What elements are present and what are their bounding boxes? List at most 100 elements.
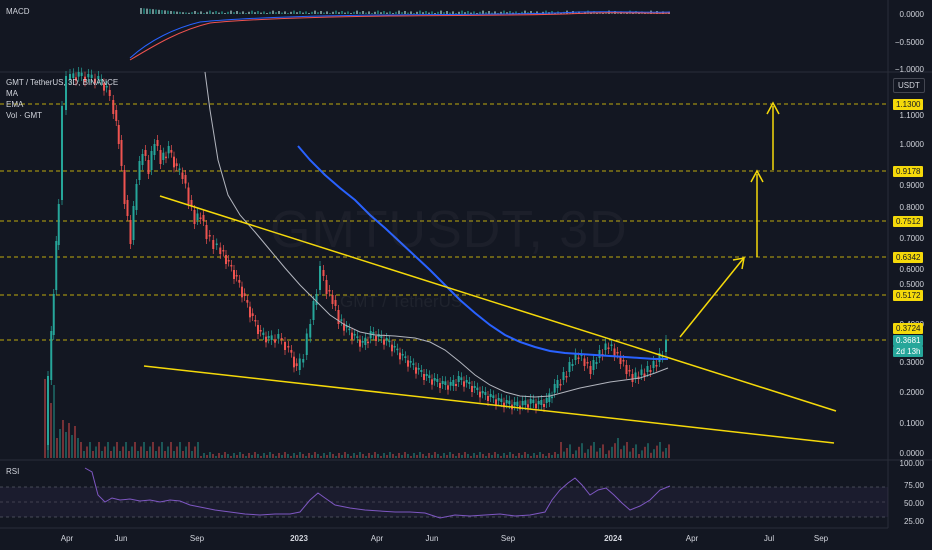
macd-hist-bar bbox=[320, 11, 322, 14]
volume-bar bbox=[281, 455, 283, 458]
volume-bar bbox=[578, 446, 580, 458]
volume-bar bbox=[56, 438, 58, 458]
macd-hist-bar bbox=[491, 12, 493, 14]
volume-bar bbox=[224, 452, 226, 458]
volume-bar bbox=[659, 442, 661, 458]
volume-bar bbox=[539, 452, 541, 458]
volume-bar bbox=[614, 443, 616, 458]
volume-bar bbox=[437, 454, 439, 458]
candle-body bbox=[580, 354, 583, 356]
volume-bar bbox=[206, 455, 208, 458]
volume-bar bbox=[572, 454, 574, 458]
level-tag-0.3724[interactable]: 0.3724 bbox=[893, 323, 924, 334]
level-tag-0.7512[interactable]: 0.7512 bbox=[893, 216, 924, 227]
candle-body bbox=[84, 76, 86, 82]
volume-bar bbox=[128, 451, 130, 458]
volume-bar bbox=[491, 455, 493, 458]
macd-hist-bar bbox=[170, 11, 172, 14]
volume-bar bbox=[422, 454, 424, 458]
candle-body bbox=[527, 404, 529, 408]
macd-hist-bar bbox=[293, 10, 295, 14]
candle-body bbox=[57, 204, 60, 245]
macd-signal-line bbox=[129, 12, 671, 61]
upper-trendline[interactable] bbox=[159, 195, 837, 412]
symbol-title[interactable]: GMT / TetherUS, 3D, BINANCE bbox=[6, 78, 119, 87]
volume-bar bbox=[293, 453, 295, 458]
volume-bar bbox=[158, 446, 160, 458]
candle-body bbox=[505, 400, 508, 404]
lower-trendline[interactable] bbox=[143, 365, 835, 444]
macd-hist-bar bbox=[260, 12, 262, 14]
volume-bar bbox=[404, 452, 406, 458]
level-tag-0.9178[interactable]: 0.9178 bbox=[893, 166, 924, 177]
indicator-ma[interactable]: MA bbox=[6, 89, 18, 98]
volume-bar bbox=[86, 446, 88, 458]
indicator-ema[interactable]: EMA bbox=[6, 100, 24, 109]
volume-bar bbox=[587, 449, 589, 458]
volume-bar bbox=[269, 452, 271, 458]
currency-button[interactable]: USDT bbox=[893, 78, 925, 93]
macd-hist-bar bbox=[506, 12, 508, 14]
arrow-1[interactable] bbox=[679, 258, 744, 338]
candle-body bbox=[658, 353, 661, 362]
macd-hist-bar bbox=[392, 13, 394, 14]
level-tag-0.6342[interactable]: 0.6342 bbox=[893, 252, 924, 263]
macd-hist-bar bbox=[206, 11, 208, 14]
volume-bar bbox=[95, 446, 97, 458]
macd-tick-1: −0.5000 bbox=[894, 38, 924, 47]
price-tick-1.0000: 1.0000 bbox=[899, 140, 924, 149]
macd-hist-bar bbox=[203, 13, 205, 14]
candle-body bbox=[193, 210, 196, 224]
volume-bar bbox=[485, 456, 487, 458]
level-tag-1.1300[interactable]: 1.1300 bbox=[893, 99, 924, 110]
macd-hist-bar bbox=[530, 11, 532, 14]
volume-bar bbox=[188, 442, 190, 458]
volume-bar bbox=[650, 452, 652, 458]
indicator-vol[interactable]: Vol · GMT bbox=[6, 111, 43, 120]
candles bbox=[47, 67, 667, 450]
symbol-watermark-sub: GMT / TetherUS bbox=[340, 292, 463, 311]
candle-body bbox=[340, 319, 343, 321]
candle-body bbox=[460, 377, 463, 380]
candle-body bbox=[417, 368, 420, 370]
volume-bar bbox=[77, 438, 79, 458]
level-tag-0.5172[interactable]: 0.5172 bbox=[893, 290, 924, 301]
volume-bar bbox=[605, 454, 607, 458]
candle-body bbox=[508, 400, 511, 404]
candle-body bbox=[439, 383, 441, 388]
volume-bar bbox=[497, 454, 499, 458]
candle-body bbox=[481, 391, 484, 394]
candle-body bbox=[325, 280, 328, 294]
volume-bar bbox=[110, 451, 112, 458]
candle-body bbox=[199, 217, 202, 219]
macd-hist-bar bbox=[362, 11, 364, 14]
volume-bar bbox=[461, 455, 463, 458]
candle-body bbox=[468, 382, 471, 384]
macd-hist-bar bbox=[395, 11, 397, 14]
volume-bar bbox=[179, 442, 181, 458]
macd-hist-bar bbox=[473, 11, 475, 14]
candle-body bbox=[646, 366, 649, 372]
candle-body bbox=[61, 106, 63, 200]
candle-body bbox=[412, 363, 415, 365]
macd-label[interactable]: MACD bbox=[6, 7, 30, 16]
candle-body bbox=[80, 72, 83, 76]
projection-arrows[interactable] bbox=[679, 101, 780, 338]
volume-bar bbox=[626, 442, 628, 458]
rsi-label[interactable]: RSI bbox=[6, 467, 20, 476]
candle-body bbox=[100, 79, 103, 81]
candle-body bbox=[619, 356, 622, 364]
volume-bar bbox=[593, 442, 595, 458]
candle-body bbox=[428, 375, 431, 378]
current-price-tag[interactable]: 0.3681 bbox=[893, 335, 924, 346]
macd-hist-bar bbox=[164, 10, 166, 14]
volume-bar bbox=[68, 423, 70, 458]
macd-hist-bar bbox=[410, 11, 412, 14]
candle-body bbox=[643, 373, 646, 376]
candle-body bbox=[409, 361, 412, 363]
volume-bar bbox=[266, 455, 268, 458]
macd-hist-bar bbox=[233, 12, 235, 14]
candle-body bbox=[345, 326, 348, 328]
macd-hist-bar bbox=[308, 13, 310, 14]
